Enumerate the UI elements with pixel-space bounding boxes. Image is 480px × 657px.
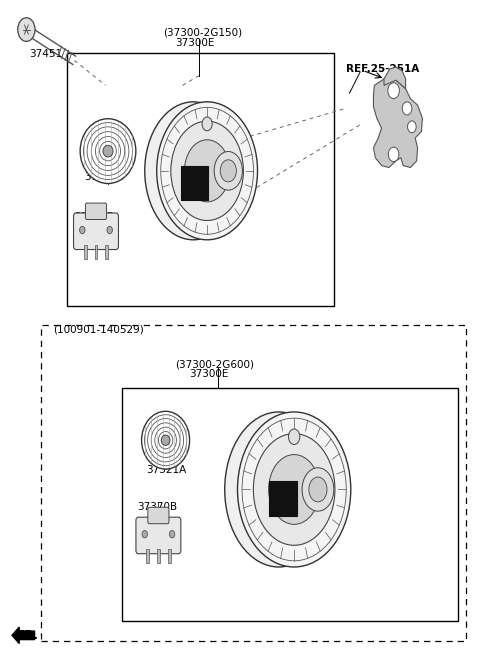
Bar: [180, 166, 208, 200]
Ellipse shape: [142, 411, 190, 469]
Ellipse shape: [225, 412, 333, 567]
Circle shape: [169, 530, 175, 538]
Bar: [269, 482, 297, 516]
Bar: [146, 549, 149, 563]
FancyBboxPatch shape: [148, 507, 169, 524]
Circle shape: [80, 226, 85, 234]
Bar: [67, 53, 334, 306]
Text: FR.: FR.: [17, 629, 39, 642]
Text: 37370B: 37370B: [74, 212, 115, 222]
Text: 37300E: 37300E: [175, 37, 215, 48]
Bar: [84, 245, 86, 259]
Circle shape: [402, 102, 412, 115]
Circle shape: [253, 434, 335, 545]
Ellipse shape: [80, 119, 136, 183]
Ellipse shape: [145, 102, 242, 240]
Bar: [106, 245, 108, 259]
Circle shape: [388, 83, 399, 99]
Circle shape: [238, 412, 351, 567]
Bar: [122, 388, 458, 621]
Circle shape: [388, 147, 399, 162]
Circle shape: [309, 477, 327, 502]
Circle shape: [220, 160, 236, 182]
Text: 37321B: 37321B: [84, 172, 124, 183]
Text: 37451: 37451: [29, 49, 62, 59]
FancyBboxPatch shape: [136, 517, 181, 554]
Text: REF.25-251A: REF.25-251A: [346, 64, 419, 74]
Circle shape: [269, 455, 320, 524]
Text: (37300-2G150): (37300-2G150): [163, 28, 242, 38]
Polygon shape: [373, 79, 422, 168]
FancyArrow shape: [12, 627, 35, 644]
Circle shape: [18, 18, 35, 41]
Bar: [41, 325, 466, 641]
Polygon shape: [384, 67, 406, 89]
Circle shape: [156, 102, 257, 240]
Text: 37300E: 37300E: [190, 369, 229, 380]
Circle shape: [302, 468, 334, 511]
Circle shape: [288, 429, 300, 445]
Text: 37321A: 37321A: [146, 464, 187, 475]
Bar: [95, 245, 97, 259]
Circle shape: [202, 117, 212, 131]
FancyBboxPatch shape: [85, 203, 107, 219]
FancyBboxPatch shape: [73, 213, 119, 250]
Circle shape: [184, 140, 230, 202]
Bar: [168, 549, 171, 563]
Circle shape: [107, 226, 112, 234]
Circle shape: [142, 530, 147, 538]
Circle shape: [171, 121, 243, 221]
Bar: [157, 549, 160, 563]
Circle shape: [214, 152, 242, 190]
Text: 37370B: 37370B: [137, 502, 177, 512]
Text: (37300-2G600): (37300-2G600): [175, 359, 254, 370]
Text: (100901-140529): (100901-140529): [53, 325, 144, 335]
Circle shape: [408, 121, 416, 133]
Ellipse shape: [103, 145, 113, 157]
Ellipse shape: [161, 435, 170, 445]
